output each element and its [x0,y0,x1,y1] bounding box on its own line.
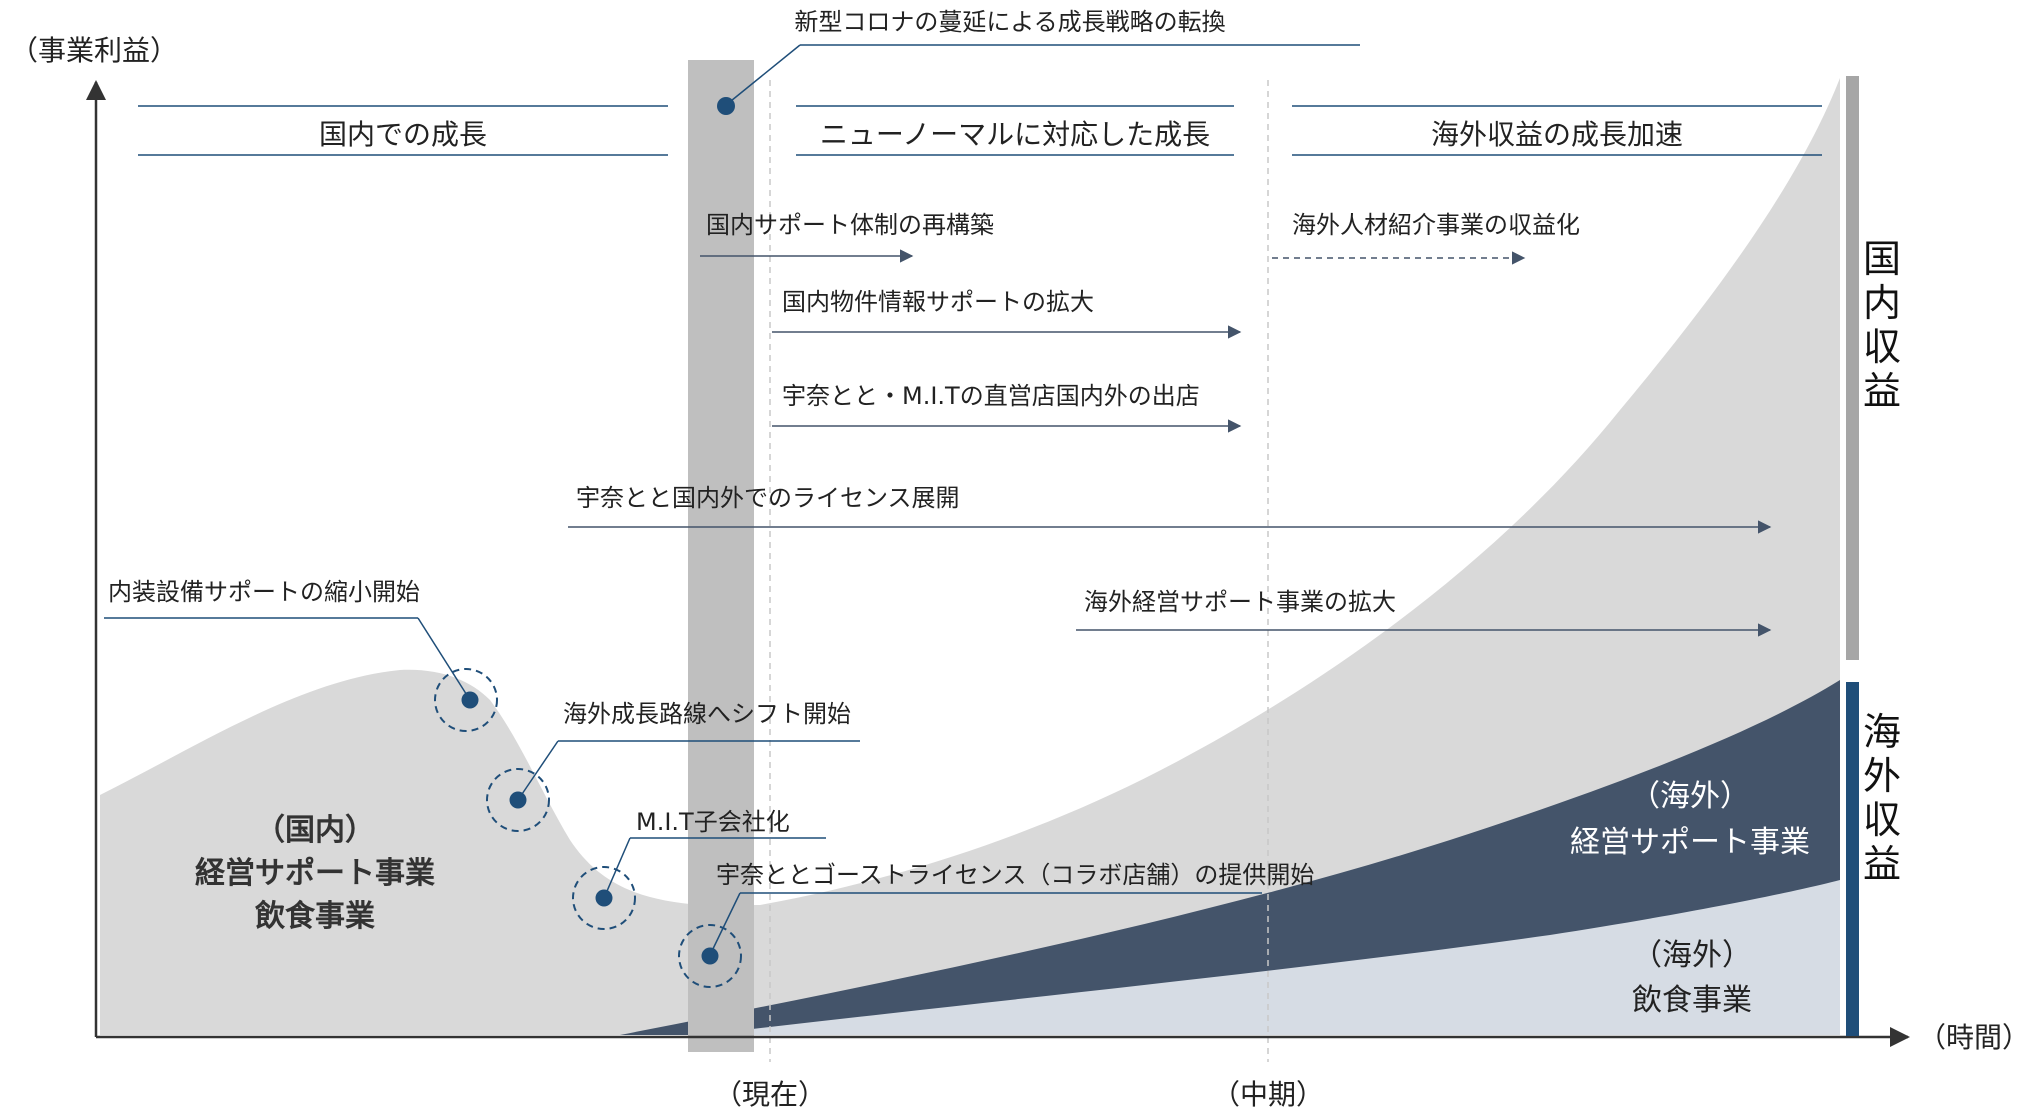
pivot-label: 新型コロナの蔓延による成長戦略の転換 [794,8,1225,36]
milestone-overseas-shift: 海外成長路線へシフト開始 [486,700,860,832]
overseas-support-label-line: （海外） [1630,779,1750,814]
initiative-label: 海外経営サポート事業の拡大 [1084,588,1396,616]
milestone-ring [678,924,742,988]
domestic-revenue-side-label: 国 内 収 益 [1863,237,1901,413]
milestone-mit-subsidiary: M.I.T子会社化 [572,808,826,930]
phase-overseas: 海外収益の成長加速 [1292,105,1822,156]
domestic-label-line: （国内） [255,813,375,848]
domestic-revenue-bracket [1846,76,1859,660]
pivot-band [688,60,754,1052]
phase-label: 海外収益の成長加速 [1431,118,1683,151]
overseas-support-area-label: （海外） 経営サポート事業 [1570,779,1810,860]
side-char: 益 [1863,842,1901,886]
phase-new-normal: ニューノーマルに対応した成長 [796,105,1234,156]
phase-label: 国内での成長 [319,118,487,151]
initiative-label: 国内サポート体制の再構築 [706,211,994,239]
side-char: 海 [1863,710,1901,754]
initiative-overseas-recruiting: 海外人材紹介事業の収益化 [1272,211,1580,265]
y-axis-label: （事業利益） [10,34,178,67]
pivot-dot [717,97,735,115]
overseas-revenue-side-label: 海 外 収 益 [1863,710,1901,886]
tick-midterm: （中期） [1212,1078,1324,1110]
milestone-label: 海外成長路線へシフト開始 [563,700,851,728]
side-char: 収 [1863,325,1901,369]
domestic-label-line: 飲食事業 [255,899,375,934]
overseas-food-label-line: （海外） [1632,938,1752,973]
milestone-ring [486,768,550,832]
initiative-label: 海外人材紹介事業の収益化 [1292,211,1580,239]
initiative-label: 宇奈とと・M.I.Tの直営店国内外の出店 [782,382,1200,410]
milestone-dot [701,947,719,965]
milestone-label: 内装設備サポートの縮小開始 [108,578,420,606]
domestic-area-label: （国内） 経営サポート事業 飲食事業 [195,813,435,934]
side-char: 益 [1863,369,1901,413]
initiative-direct-stores: 宇奈とと・M.I.Tの直営店国内外の出店 [772,382,1242,433]
overseas-revenue-bracket [1846,682,1859,1036]
milestone-dot [595,889,613,907]
side-char: 国 [1863,237,1901,281]
milestone-interior-reduction: 内装設備サポートの縮小開始 [104,578,498,732]
initiative-label: 国内物件情報サポートの拡大 [782,288,1094,316]
phase-label: ニューノーマルに対応した成長 [820,118,1210,151]
overseas-support-label-line: 経営サポート事業 [1570,825,1810,860]
domestic-revenue-area [100,78,1840,1035]
milestone-label: 宇奈ととゴーストライセンス（コラボ店舗）の提供開始 [716,861,1314,889]
pivot-callout: 新型コロナの蔓延による成長戦略の転換 [717,8,1360,115]
initiative-label: 宇奈とと国内外でのライセンス展開 [576,484,960,512]
milestone-ghost-license: 宇奈ととゴーストライセンス（コラボ店舗）の提供開始 [678,861,1314,988]
side-char: 外 [1863,754,1901,798]
side-char: 内 [1863,281,1901,325]
overseas-food-label-line: 飲食事業 [1632,983,1752,1018]
milestone-dot [461,691,479,709]
initiative-license-expansion: 宇奈とと国内外でのライセンス展開 [568,484,1772,534]
milestone-dot [509,791,527,809]
milestone-ring [572,866,636,930]
initiative-overseas-support: 海外経営サポート事業の拡大 [1076,588,1772,637]
tick-now: （現在） [714,1078,826,1110]
initiative-rebuild-support: 国内サポート体制の再構築 [700,211,994,263]
side-char: 収 [1863,798,1901,842]
domestic-label-line: 経営サポート事業 [195,856,435,891]
overseas-food-area [700,880,1840,1035]
initiative-property-info: 国内物件情報サポートの拡大 [772,288,1242,339]
overseas-food-area-label: （海外） 飲食事業 [1632,938,1752,1018]
phase-domestic: 国内での成長 [138,105,668,156]
milestone-ring [434,668,498,732]
milestone-label: M.I.T子会社化 [636,808,790,836]
x-axis-label: （時間） [1918,1021,2024,1054]
